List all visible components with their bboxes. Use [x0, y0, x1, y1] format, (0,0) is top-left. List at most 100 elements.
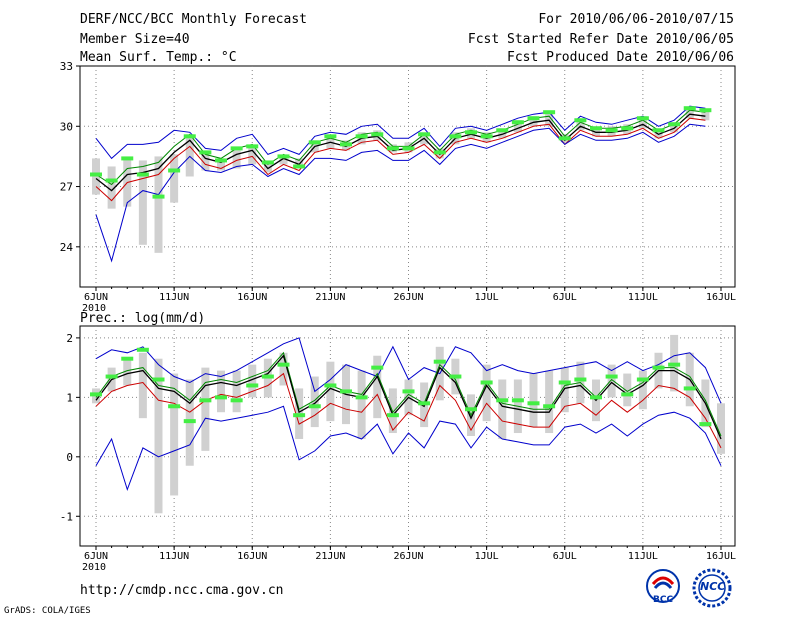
panel1-obs-marker	[605, 128, 618, 133]
panel1-obs-marker	[230, 146, 243, 151]
member-size: Member Size=40	[80, 32, 190, 47]
panel2-xtick-label: 16JUN	[237, 551, 267, 562]
panel2-obs-marker	[261, 374, 274, 379]
panel1-spread-bar	[701, 110, 710, 121]
panel1-obs-marker	[449, 134, 462, 139]
panel1-obs-marker	[543, 110, 556, 115]
panel2-obs-marker	[590, 395, 602, 400]
forecast-range: For 2010/06/06-2010/07/15	[538, 12, 734, 27]
panel2-spread-bar	[498, 379, 507, 439]
panel1-spread-bar	[107, 166, 116, 209]
panel2-xtick-label: 11JUL	[628, 551, 658, 562]
panel1-xtick-label: 21JUN	[315, 292, 345, 303]
panel1-spread-bar	[248, 146, 257, 165]
panel2-xtick-label: 6JUL	[553, 551, 577, 562]
panel2-obs-marker	[418, 401, 431, 406]
panel2-spread-bar	[623, 373, 632, 407]
panel2-obs-marker	[199, 398, 212, 403]
panel2-spread-bar	[248, 364, 257, 398]
panel2-series-mean	[95, 354, 722, 440]
panel2-obs-marker	[652, 365, 665, 370]
panel2-obs-marker	[480, 380, 493, 385]
ncc-logo-text: NCC	[700, 580, 726, 593]
forecast-produced-date: Fcst Produced Date 2010/06/06	[507, 50, 734, 65]
panel1-obs-marker	[121, 156, 134, 161]
panel2-obs-marker	[605, 374, 618, 379]
panel2-spread-bar	[326, 361, 335, 422]
grads-credit: GrADS: COLA/IGES	[4, 606, 91, 616]
panel2-obs-marker	[277, 362, 290, 367]
panel2-obs-marker	[168, 404, 181, 409]
panel2-ytick-label: 0	[66, 451, 73, 464]
chart-title: DERF/NCC/BCC Monthly Forecast	[80, 12, 307, 27]
panel1-obs-marker	[261, 160, 274, 165]
panel1-obs-marker	[496, 128, 509, 133]
panel1-spread-bar	[592, 126, 600, 137]
panel1-series-lower	[95, 117, 706, 202]
panel2-obs-marker	[324, 383, 337, 388]
panel1-spread-bar	[638, 116, 647, 129]
panel1-ytick-label: 24	[60, 241, 74, 254]
panel1-spread-bar	[154, 156, 163, 253]
panel1-obs-marker	[590, 126, 602, 131]
panel1-xtick-label: 6JUL	[553, 292, 577, 303]
panel1-obs-marker	[371, 132, 384, 137]
panel2-series-min	[95, 405, 722, 492]
panel2-obs-marker	[308, 404, 321, 409]
panel1-obs-marker	[418, 132, 431, 137]
panel2-xtick-label: 26JUN	[393, 551, 423, 562]
source-url[interactable]: http://cmdp.ncc.cma.gov.cn	[80, 583, 284, 598]
panel2-xtick-label: 11JUN	[159, 551, 189, 562]
panel1-series-max	[95, 105, 706, 160]
panel1-obs-marker	[511, 120, 524, 125]
panel2-obs-marker	[699, 422, 712, 427]
panel1-obs-marker	[215, 158, 227, 163]
panel2-spread-bar	[560, 367, 569, 413]
panel1-ytick-label: 30	[60, 120, 73, 133]
panel1-spread-bar	[232, 150, 241, 169]
panel1-frame	[79, 65, 736, 288]
panel2-spread-bar	[357, 370, 366, 439]
panel1-obs-marker	[574, 118, 587, 123]
panel1-spread-bar	[545, 112, 554, 127]
panel2-xtick-label: 1JUL	[475, 551, 499, 562]
variable-label: Mean Surf. Temp.: °C	[80, 50, 237, 65]
panel1-obs-marker	[465, 130, 477, 135]
panel1-spread-bar	[263, 162, 272, 173]
panel2-obs-marker	[402, 389, 415, 394]
panel2-obs-marker	[496, 398, 509, 403]
panel1-spread-bar	[92, 158, 100, 195]
panel2-obs-marker	[246, 383, 259, 388]
panel1-xtick-label: 1JUL	[475, 292, 499, 303]
panel1-ytick-label: 27	[60, 181, 73, 194]
panel1-obs-marker	[386, 146, 399, 151]
panel2-spread-bar	[123, 358, 132, 386]
panel1-obs-marker	[652, 128, 665, 133]
panel2-obs-marker	[465, 407, 477, 412]
panel2-xtick-label: 21JUN	[315, 551, 345, 562]
panel2-spread-bar	[373, 355, 382, 419]
panel2-series-upper	[95, 351, 722, 437]
panel2-obs-marker	[340, 389, 352, 394]
panel2-xtick-sublabel: 2010	[82, 562, 106, 573]
panel2-spread-bar	[170, 373, 179, 496]
panel2-obs-marker	[543, 404, 556, 409]
panel2-spread-bar	[529, 373, 538, 428]
panel2-obs-marker	[574, 377, 587, 382]
panel1-spread-bar	[670, 122, 679, 133]
panel1-obs-marker	[558, 136, 571, 141]
bcc-logo: BCC	[640, 568, 686, 608]
panel1-series-upper	[95, 109, 706, 186]
panel2-ytick-label: -1	[60, 510, 73, 523]
panel1-spread-bar	[185, 134, 194, 177]
panel1-series-mean	[95, 113, 706, 192]
panel1-obs-marker	[668, 122, 681, 127]
panel2-spread-bar	[232, 370, 241, 413]
panel2-obs-marker	[668, 362, 681, 367]
panel2-spread-bar	[638, 370, 647, 410]
ncc-logo: NCC	[690, 568, 734, 608]
panel1-obs-marker	[199, 150, 212, 155]
panel1-obs-marker	[480, 134, 493, 139]
panel2-xtick-label: 6JUN	[84, 551, 108, 562]
panel1-spread-bar	[170, 154, 179, 203]
